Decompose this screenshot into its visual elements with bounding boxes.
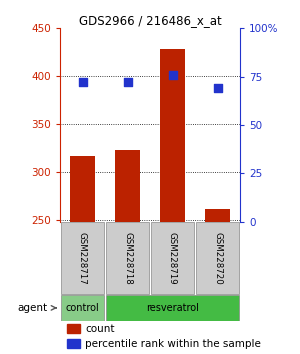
Text: agent: agent xyxy=(17,303,47,313)
Point xyxy=(80,80,85,85)
Bar xyxy=(196,222,239,295)
Bar xyxy=(160,49,185,222)
Bar xyxy=(151,222,194,295)
Bar xyxy=(70,155,95,222)
Text: GSM228717: GSM228717 xyxy=(78,232,87,285)
Bar xyxy=(67,324,80,333)
Bar xyxy=(106,222,149,295)
Text: control: control xyxy=(66,303,99,313)
Bar xyxy=(61,222,104,295)
Point xyxy=(125,80,130,85)
Text: resveratrol: resveratrol xyxy=(146,303,199,313)
Point xyxy=(215,85,220,91)
Text: GSM228720: GSM228720 xyxy=(213,232,222,285)
Title: GDS2966 / 216486_x_at: GDS2966 / 216486_x_at xyxy=(79,14,221,27)
Bar xyxy=(61,295,104,321)
Text: percentile rank within the sample: percentile rank within the sample xyxy=(85,338,261,349)
Text: GSM228718: GSM228718 xyxy=(123,232,132,285)
Bar xyxy=(106,295,239,321)
Text: count: count xyxy=(85,324,115,333)
Bar xyxy=(115,150,140,222)
Point xyxy=(170,72,175,78)
Text: GSM228719: GSM228719 xyxy=(168,232,177,285)
Bar xyxy=(205,209,230,222)
Bar xyxy=(67,339,80,348)
